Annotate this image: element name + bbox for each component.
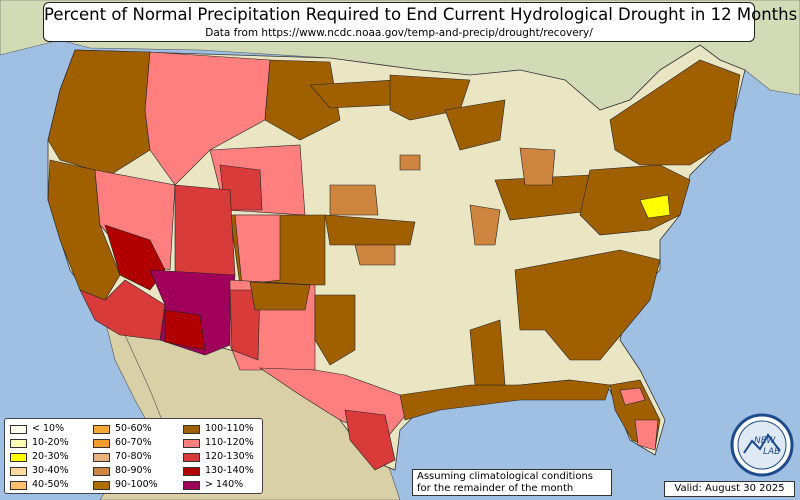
- legend-label: 120-130%: [205, 451, 254, 462]
- legend-label: 80-90%: [115, 465, 152, 476]
- legend-swatch: [93, 466, 110, 476]
- legend-swatch: [10, 466, 27, 476]
- legend-item: 20-30%: [10, 451, 69, 463]
- region-southeast: [514, 249, 661, 361]
- legend-swatch: [183, 480, 200, 490]
- legend-item: 60-70%: [93, 437, 152, 449]
- note-line-1: Assuming climatological conditions: [417, 471, 593, 482]
- legend-swatch: [183, 452, 200, 462]
- region-mississippi: [469, 319, 506, 386]
- legend-item: 120-130%: [183, 451, 254, 463]
- legend-swatch: [93, 438, 110, 448]
- region-nm-brown: [249, 281, 311, 311]
- note-box: Assuming climatological conditions for t…: [412, 469, 612, 496]
- legend-label: 50-60%: [115, 423, 152, 434]
- region-south-texas: [344, 409, 396, 471]
- legend-item: 50-60%: [93, 423, 152, 435]
- region-florida-pink: [619, 387, 646, 406]
- region-iowa-tan: [399, 154, 421, 171]
- legend-item: 40-50%: [10, 479, 69, 491]
- legend-swatch: [93, 480, 110, 490]
- region-utah: [174, 184, 236, 276]
- legend-item: 100-110%: [183, 423, 254, 435]
- legend-swatch: [10, 424, 27, 434]
- legend-swatch: [183, 466, 200, 476]
- map-title: Percent of Normal Precipitation Required…: [44, 5, 798, 24]
- legend-swatch: [183, 424, 200, 434]
- logo-text-top: NEW: [754, 436, 776, 446]
- region-illinois-tan: [469, 204, 501, 246]
- legend-swatch: [93, 424, 110, 434]
- region-kansas-tan: [354, 244, 396, 266]
- region-montana-east: [264, 59, 341, 141]
- legend-item: < 10%: [10, 423, 64, 435]
- legend: < 10% 10-20% 20-30% 30-40% 40-50% 50-60% 60-70…: [4, 418, 263, 494]
- region-nebraska-tan: [329, 184, 379, 216]
- region-arizona-south: [164, 309, 206, 351]
- legend-label: 90-100%: [115, 479, 158, 490]
- region-michigan-tan: [519, 147, 556, 186]
- legend-label: 60-70%: [115, 437, 152, 448]
- logo-text-bottom: LAB: [763, 447, 780, 457]
- title-box: Percent of Normal Precipitation Required…: [43, 2, 798, 42]
- legend-swatch: [10, 438, 27, 448]
- legend-swatch: [10, 452, 27, 462]
- newlab-logo-icon: NEW LAB: [730, 413, 794, 477]
- region-texas-panhandle: [314, 294, 356, 366]
- legend-label: < 10%: [32, 423, 65, 434]
- legend-item: 80-90%: [93, 465, 152, 477]
- region-colorado-pink: [234, 214, 281, 286]
- legend-label: 30-40%: [32, 465, 69, 476]
- legend-item: 70-80%: [93, 451, 152, 463]
- legend-label: 130-140%: [205, 465, 254, 476]
- legend-item: 10-20%: [10, 437, 69, 449]
- region-wisconsin-mi: [444, 99, 506, 151]
- legend-swatch: [10, 480, 27, 490]
- map-subtitle: Data from https://www.ncdc.noaa.gov/temp…: [205, 27, 593, 39]
- legend-label: > 140%: [205, 479, 244, 490]
- legend-item: 30-40%: [10, 465, 69, 477]
- region-florida-south: [634, 419, 659, 451]
- legend-item: 90-100%: [93, 479, 158, 491]
- legend-swatch: [93, 452, 110, 462]
- region-maryland-yellow: [639, 194, 671, 219]
- legend-label: 110-120%: [205, 437, 254, 448]
- legend-label: 40-50%: [32, 479, 69, 490]
- legend-swatch: [183, 438, 200, 448]
- legend-label: 20-30%: [32, 451, 69, 462]
- valid-date: Valid: August 30 2025: [664, 481, 795, 497]
- region-appalachia: [579, 164, 691, 236]
- legend-item: 110-120%: [183, 437, 254, 449]
- legend-label: 70-80%: [115, 451, 152, 462]
- region-nebraska-brown: [324, 214, 416, 246]
- legend-item: > 140%: [183, 479, 243, 491]
- region-minnesota: [389, 74, 471, 121]
- legend-item: 130-140%: [183, 465, 254, 477]
- legend-label: 100-110%: [205, 423, 254, 434]
- region-northeast: [609, 59, 741, 166]
- note-line-2: for the remainder of the month: [417, 483, 574, 494]
- region-nm-red: [229, 289, 261, 361]
- legend-label: 10-20%: [32, 437, 69, 448]
